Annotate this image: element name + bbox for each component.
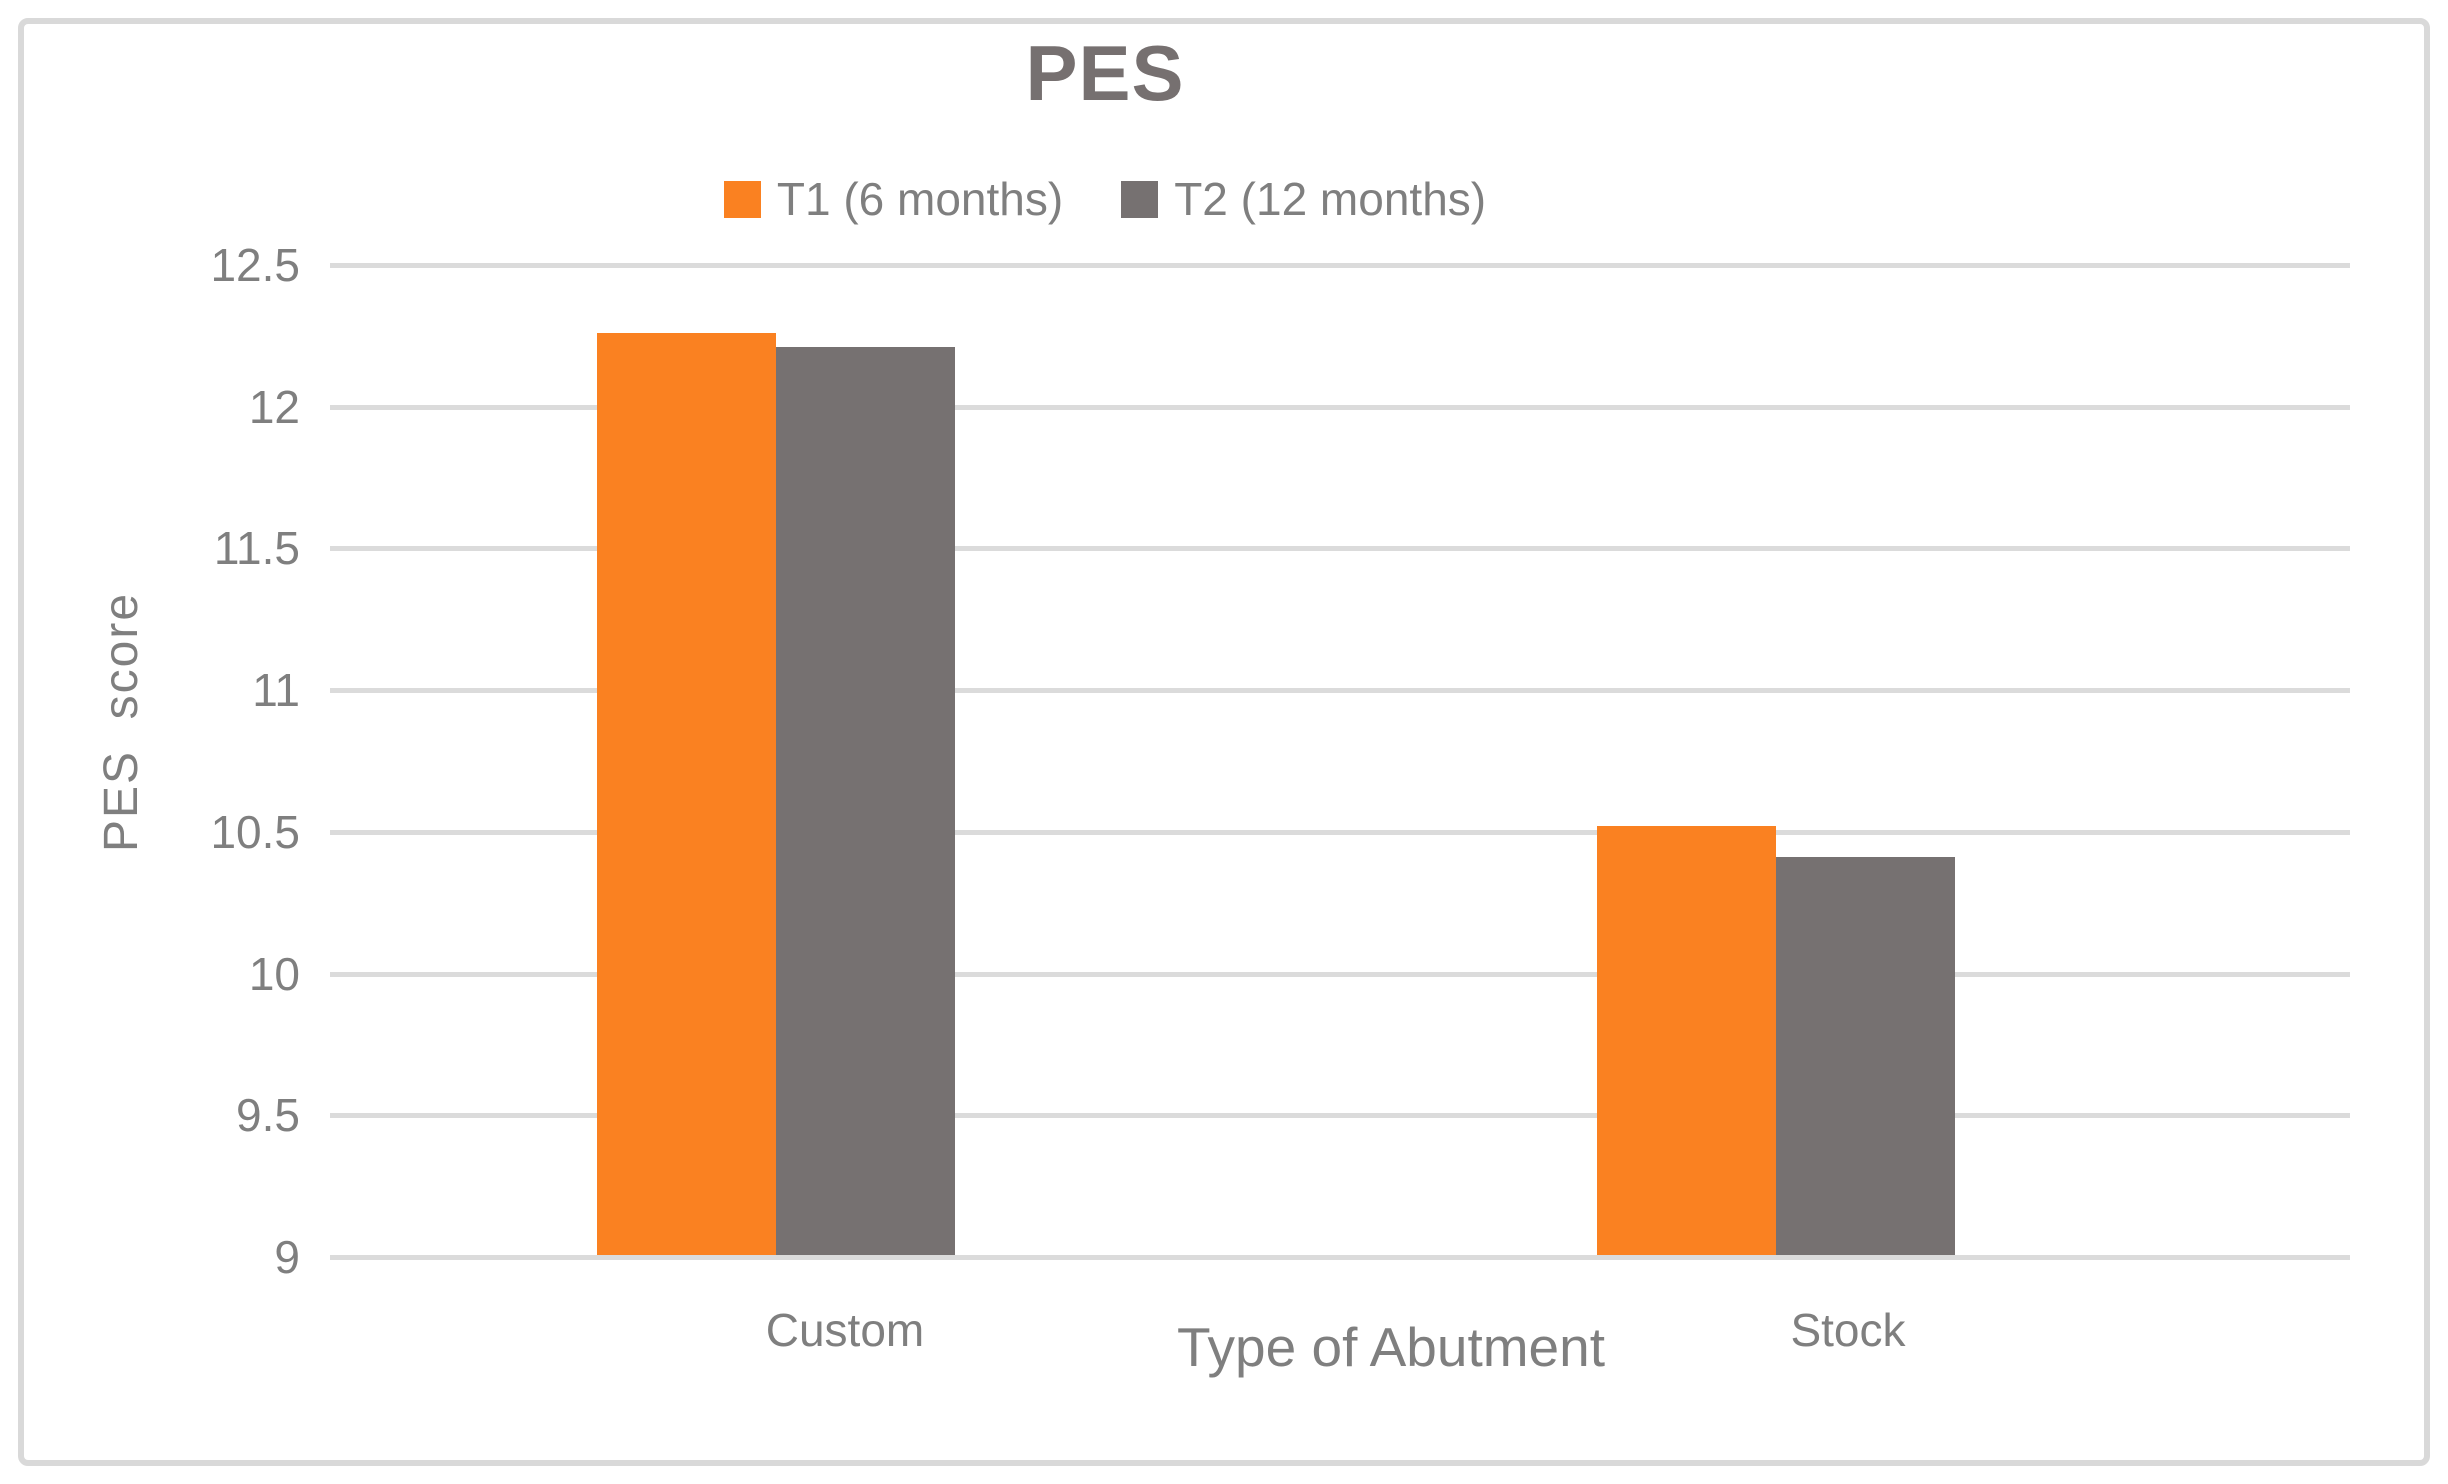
- legend-swatch-t2-icon: [1121, 180, 1159, 218]
- legend-label-t1: T1 (6 months): [776, 173, 1064, 225]
- gridline-12.5: [330, 263, 2350, 268]
- bar-custom-t1: [597, 333, 776, 1255]
- legend-item-t1: T1 (6 months): [723, 173, 1064, 225]
- bar-custom-t2: [776, 347, 955, 1255]
- y-tick-label-9: 9: [274, 1231, 300, 1283]
- gridline-10: [330, 971, 2350, 977]
- gridline-11.5: [330, 546, 2350, 552]
- x-axis-title: Type of Abutment: [1176, 1316, 1606, 1378]
- y-tick-label-11.5: 11.5: [213, 522, 300, 575]
- y-tick-label-10: 10: [248, 947, 300, 1000]
- chart-frame: [18, 18, 2430, 1466]
- y-tick-label-12.5: 12.5: [210, 239, 300, 291]
- gridline-10.5: [330, 829, 2350, 835]
- bar-stock-t2: [1776, 857, 1955, 1255]
- y-tick-label-9.5: 9.5: [236, 1089, 300, 1142]
- chart-title: PES: [1025, 29, 1185, 117]
- y-tick-label-10.5: 10.5: [210, 805, 300, 858]
- gridline-9.5: [330, 1113, 2350, 1119]
- category-label-stock: Stock: [1790, 1304, 1906, 1356]
- y-tick-label-11: 11: [252, 664, 300, 717]
- category-label-custom: Custom: [765, 1304, 925, 1356]
- bar-stock-t1: [1597, 826, 1776, 1255]
- legend-item-t2: T2 (12 months): [1121, 176, 1486, 222]
- gridline-9: [330, 1255, 2350, 1260]
- legend-swatch-t1-icon: [723, 180, 761, 218]
- gridline-12: [330, 404, 2350, 410]
- gridline-11: [330, 688, 2350, 694]
- legend: T1 (6 months) T2 (12 months): [0, 176, 2210, 222]
- y-axis-title: PES score: [95, 591, 148, 853]
- y-tick-label-12: 12: [248, 380, 300, 433]
- legend-label-t2: T2 (12 months): [1174, 173, 1487, 225]
